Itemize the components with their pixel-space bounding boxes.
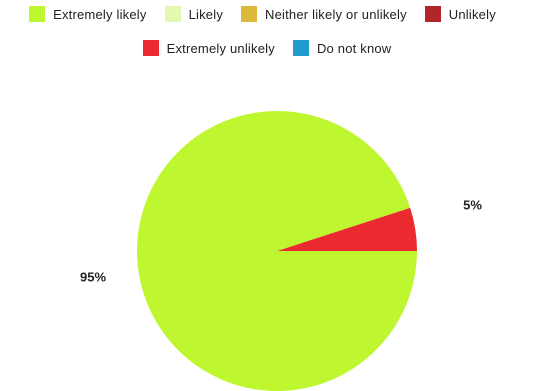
- pie-slice-extremely-likely[interactable]: [137, 111, 417, 391]
- pie-slice-extremely-unlikely[interactable]: [277, 207, 417, 251]
- legend-label: Extremely likely: [53, 6, 147, 22]
- legend-row-1: Extremely likely Likely Neither likely o…: [0, 6, 534, 22]
- pie-slices: [137, 111, 417, 391]
- legend-swatch: [424, 6, 441, 22]
- legend-item-likely[interactable]: Likely: [164, 6, 224, 22]
- legend-row-2: Extremely unlikely Do not know: [0, 40, 534, 56]
- legend-label: Neither likely or unlikely: [265, 6, 407, 22]
- legend-item-do-not-know[interactable]: Do not know: [292, 40, 392, 56]
- data-label-extremely-unlikely: 5%: [463, 197, 482, 212]
- legend-label: Do not know: [316, 40, 392, 56]
- legend-swatch: [142, 40, 159, 56]
- legend-swatch: [164, 6, 181, 22]
- legend-item-neither[interactable]: Neither likely or unlikely: [241, 6, 407, 22]
- legend-swatch: [241, 6, 258, 22]
- legend-label: Likely: [188, 6, 224, 22]
- legend-item-unlikely[interactable]: Unlikely: [424, 6, 496, 22]
- legend-swatch: [29, 6, 46, 22]
- data-label-extremely-likely: 95%: [80, 269, 106, 284]
- pie-labels: 5% 95%: [80, 197, 482, 284]
- legend-item-extremely-unlikely[interactable]: Extremely unlikely: [142, 40, 275, 56]
- legend-item-extremely-likely[interactable]: Extremely likely: [29, 6, 147, 22]
- legend-label: Unlikely: [448, 6, 496, 22]
- legend-swatch: [292, 40, 309, 56]
- legend-label: Extremely unlikely: [166, 40, 275, 56]
